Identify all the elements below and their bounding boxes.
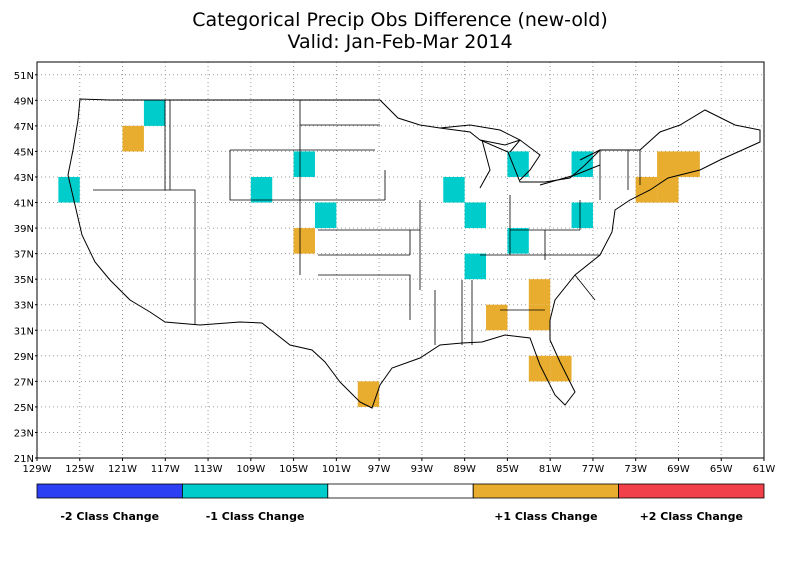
difference-cell bbox=[635, 176, 658, 203]
lon-tick-label: 89W bbox=[453, 464, 476, 475]
legend-label: +1 Class Change bbox=[494, 510, 597, 523]
longitude-labels: 129W 125W 121W 117W 113W 109W 105W 101W 97W 93W 89… bbox=[23, 458, 776, 475]
difference-cell bbox=[528, 304, 551, 331]
difference-cell bbox=[528, 355, 551, 382]
difference-cell bbox=[58, 176, 80, 203]
lat-tick-label: 33N bbox=[14, 301, 34, 312]
lon-tick-label: 105W bbox=[279, 464, 308, 475]
lon-tick-label: 93W bbox=[411, 464, 434, 475]
legend-swatch bbox=[618, 483, 765, 499]
difference-cell bbox=[143, 100, 166, 126]
map-subtitle: Valid: Jan-Feb-Mar 2014 bbox=[287, 31, 512, 53]
difference-cell bbox=[657, 176, 679, 203]
difference-cell bbox=[357, 381, 380, 407]
lat-tick-label: 21N bbox=[14, 454, 34, 465]
legend-swatch bbox=[472, 483, 620, 499]
lon-tick-label: 77W bbox=[582, 464, 605, 475]
difference-cell bbox=[464, 202, 487, 229]
lon-tick-label: 97W bbox=[368, 464, 391, 475]
difference-cell bbox=[122, 125, 144, 152]
lat-tick-label: 39N bbox=[14, 224, 34, 235]
lat-tick-label: 41N bbox=[14, 199, 34, 210]
lon-tick-label: 73W bbox=[624, 464, 647, 475]
difference-cell bbox=[250, 176, 273, 203]
difference-cell bbox=[293, 151, 315, 177]
lon-tick-label: 117W bbox=[151, 464, 180, 475]
lon-tick-label: 121W bbox=[108, 464, 137, 475]
lat-tick-label: 31N bbox=[14, 326, 34, 337]
difference-cell bbox=[571, 151, 593, 177]
difference-cell bbox=[678, 151, 700, 177]
lat-tick-label: 29N bbox=[14, 352, 34, 363]
legend-label: +2 Class Change bbox=[640, 510, 743, 523]
lon-tick-label: 125W bbox=[65, 464, 94, 475]
lat-tick-label: 51N bbox=[14, 71, 34, 82]
lat-tick-label: 45N bbox=[14, 147, 34, 158]
legend-swatch bbox=[181, 483, 329, 499]
difference-cell bbox=[528, 279, 551, 305]
difference-cell bbox=[550, 355, 572, 382]
map-frame bbox=[36, 61, 765, 459]
difference-cell bbox=[507, 228, 529, 254]
legend-label: -2 Class Change bbox=[60, 510, 159, 523]
color-legend: -2 Class Change -1 Class Change +1 Class C… bbox=[36, 483, 765, 523]
difference-cell bbox=[571, 202, 593, 229]
lon-tick-label: 69W bbox=[667, 464, 690, 475]
difference-cell bbox=[443, 176, 465, 203]
great-lakes bbox=[439, 124, 601, 189]
difference-cell bbox=[657, 151, 679, 177]
legend-label: -1 Class Change bbox=[206, 510, 305, 523]
lat-tick-label: 43N bbox=[14, 173, 34, 184]
lon-tick-label: 85W bbox=[496, 464, 519, 475]
difference-cell bbox=[293, 228, 315, 254]
legend-swatch bbox=[327, 483, 474, 499]
lon-tick-label: 81W bbox=[539, 464, 562, 475]
difference-cell bbox=[507, 151, 529, 177]
state-boundaries bbox=[67, 98, 761, 409]
lat-tick-label: 37N bbox=[14, 250, 34, 261]
lat-tick-label: 27N bbox=[14, 377, 34, 388]
difference-cell bbox=[486, 304, 508, 331]
lon-tick-label: 129W bbox=[23, 464, 52, 475]
lon-tick-label: 61W bbox=[753, 464, 776, 475]
lon-tick-label: 101W bbox=[322, 464, 351, 475]
difference-cell bbox=[464, 253, 487, 280]
lat-tick-label: 49N bbox=[14, 96, 34, 107]
us-coastline bbox=[67, 98, 761, 409]
lat-tick-label: 35N bbox=[14, 275, 34, 286]
lon-tick-label: 109W bbox=[236, 464, 265, 475]
lat-tick-label: 23N bbox=[14, 428, 34, 439]
lat-tick-label: 47N bbox=[14, 122, 34, 133]
lon-tick-label: 113W bbox=[194, 464, 223, 475]
lon-tick-label: 65W bbox=[710, 464, 733, 475]
lat-tick-label: 25N bbox=[14, 403, 34, 414]
latitude-labels: 51N 49N 47N 45N 43N 41N 39N 37N 35N 33N 31N 29N 27N 2… bbox=[14, 71, 37, 465]
legend-swatch bbox=[36, 483, 183, 499]
difference-cells bbox=[58, 100, 700, 407]
state-lines bbox=[93, 100, 641, 345]
difference-cell bbox=[314, 202, 337, 229]
map-title: Categorical Precip Obs Difference (new-o… bbox=[192, 9, 607, 31]
